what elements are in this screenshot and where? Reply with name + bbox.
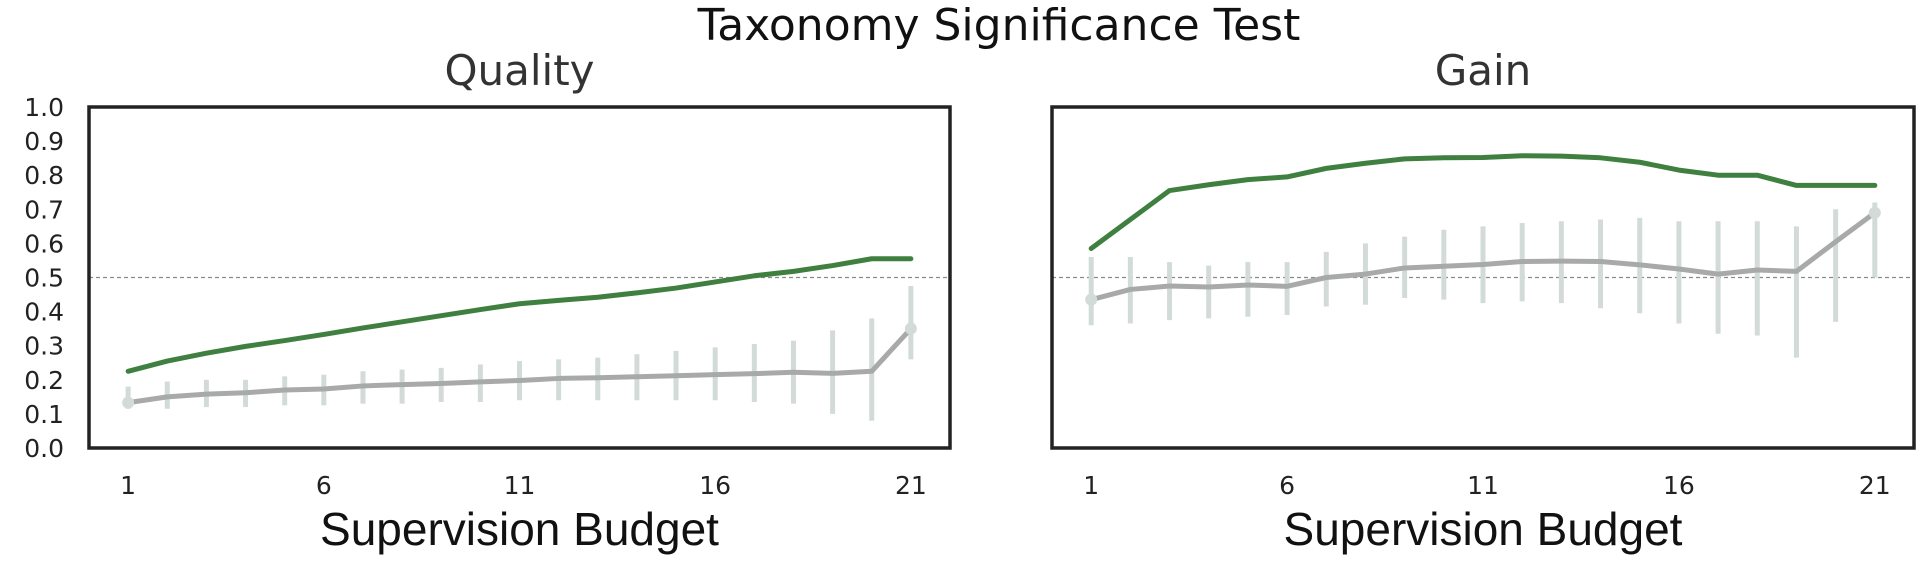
quality-x-tick-label: 16 xyxy=(699,471,731,500)
quality-y-tick-label: 0.3 xyxy=(24,332,64,361)
figure-title: Taxonomy Significance Test xyxy=(697,0,1301,51)
quality-y-tick-label: 0.8 xyxy=(24,161,64,190)
quality-y-tick-label: 1.0 xyxy=(24,93,64,122)
quality-x-tick-label: 21 xyxy=(895,471,927,500)
gain-baseline-point xyxy=(1868,206,1881,219)
quality-y-tick-label: 0.1 xyxy=(24,400,64,429)
gain-plot-frame xyxy=(1050,105,1916,450)
gain-title: Gain xyxy=(1435,46,1532,95)
quality-baseline-point xyxy=(122,396,135,409)
quality-y-tick-label: 0.6 xyxy=(24,229,64,258)
quality-baseline-point xyxy=(904,322,917,335)
gain-treatment-line xyxy=(1088,153,1878,252)
quality-y-tick-label: 0.9 xyxy=(24,127,64,156)
gain-x-tick-label: 11 xyxy=(1467,471,1499,500)
gain-baseline-point xyxy=(1085,293,1098,306)
gain-x-tick-label: 16 xyxy=(1663,471,1695,500)
quality-treatment-line xyxy=(125,256,914,374)
gain-x-tick-label: 21 xyxy=(1859,471,1891,500)
quality-baseline-line xyxy=(125,326,914,406)
gain-x-axis-label: Supervision Budget xyxy=(1284,503,1683,555)
quality-y-tick-label: 0.0 xyxy=(24,434,64,463)
quality-y-tick-label: 0.2 xyxy=(24,366,64,395)
gain-x-tick-label: 6 xyxy=(1279,471,1295,500)
gain-x-tick-label: 1 xyxy=(1083,471,1099,500)
quality-title: Quality xyxy=(444,46,594,95)
quality-x-axis-label: Supervision Budget xyxy=(320,503,719,555)
gain-baseline-line xyxy=(1088,210,1878,303)
quality-y-tick-label: 0.5 xyxy=(24,264,64,293)
quality-x-tick-label: 11 xyxy=(504,471,536,500)
quality-x-tick-label: 6 xyxy=(316,471,332,500)
quality-y-tick-label: 0.7 xyxy=(24,195,64,224)
quality-y-tick-label: 0.4 xyxy=(24,298,64,327)
quality-x-tick-label: 1 xyxy=(120,471,136,500)
quality-plot-frame xyxy=(87,105,952,450)
